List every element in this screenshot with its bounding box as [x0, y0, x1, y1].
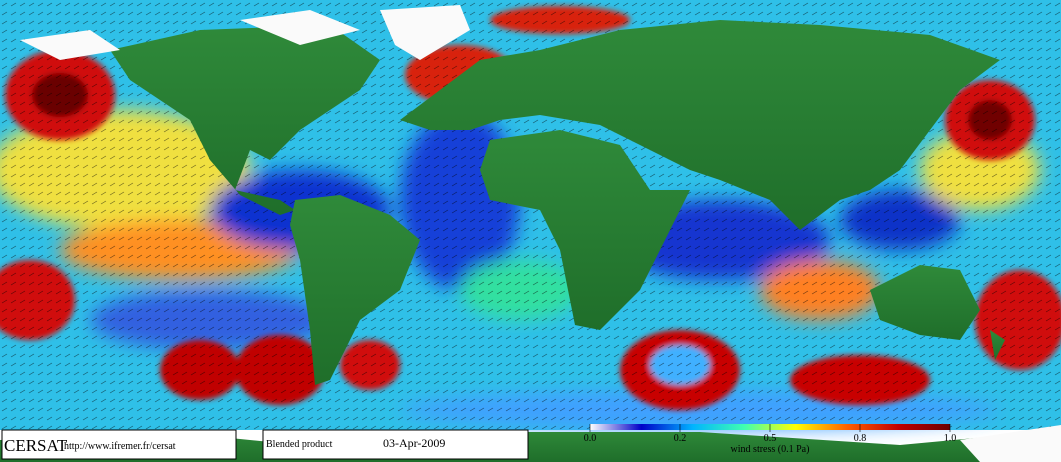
colorbar-tick-label: 1.0 — [944, 433, 957, 444]
brand: CERSAT — [4, 436, 68, 455]
url: http://www.ifremer.fr/cersat — [64, 441, 176, 452]
colorbar-tick-label: 0.5 — [764, 433, 777, 444]
product-box — [262, 429, 529, 460]
ice — [20, 5, 1061, 462]
colorbar-tick-label: 0.0 — [584, 433, 597, 444]
date: 03-Apr-2009 — [383, 436, 445, 450]
product: Blended product — [266, 439, 333, 450]
colorbar-tick-label: 0.8 — [854, 433, 867, 444]
colorbar-label: wind stress (0.1 Pa) — [731, 444, 810, 455]
brand-box — [1, 429, 237, 460]
colorbar-tick-label: 0.2 — [674, 433, 687, 444]
